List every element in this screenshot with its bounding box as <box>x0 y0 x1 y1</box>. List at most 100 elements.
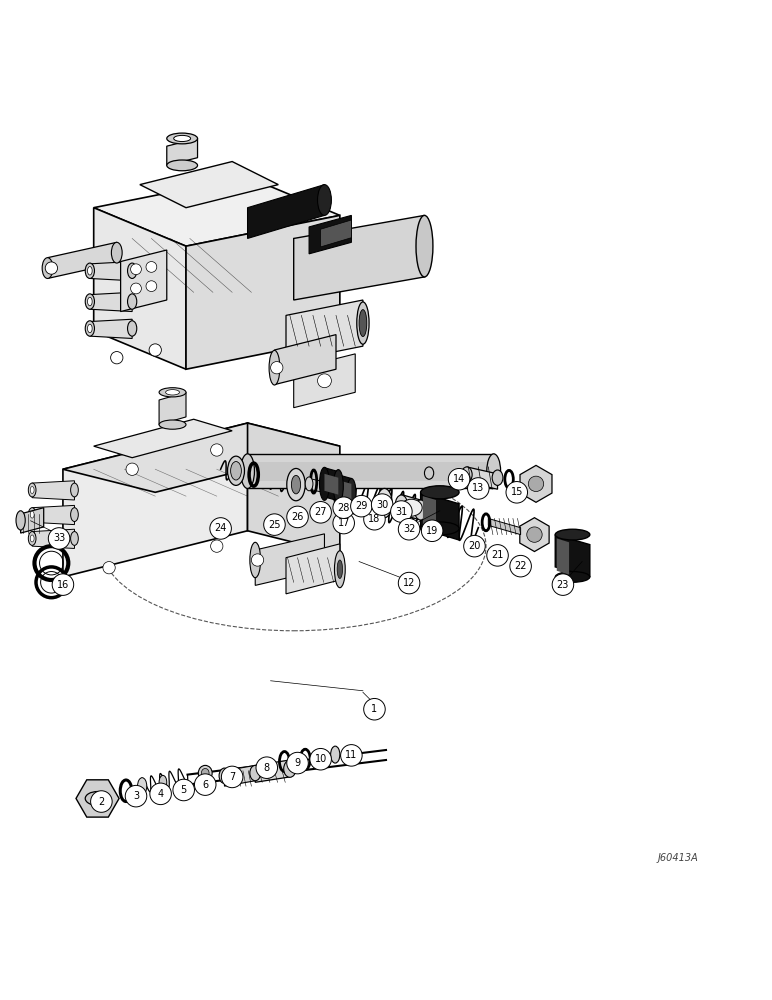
Polygon shape <box>225 765 256 786</box>
Polygon shape <box>256 760 290 782</box>
Ellipse shape <box>159 388 186 397</box>
Ellipse shape <box>159 420 186 429</box>
Circle shape <box>125 785 147 807</box>
Circle shape <box>506 482 527 503</box>
Ellipse shape <box>381 496 388 510</box>
Circle shape <box>271 362 283 374</box>
Polygon shape <box>555 535 590 577</box>
Circle shape <box>211 444 223 456</box>
Polygon shape <box>120 250 167 312</box>
Circle shape <box>146 281 157 292</box>
Ellipse shape <box>85 294 94 309</box>
Ellipse shape <box>159 775 167 789</box>
Ellipse shape <box>250 765 261 781</box>
Ellipse shape <box>87 297 92 306</box>
Ellipse shape <box>555 572 590 582</box>
Circle shape <box>468 478 489 499</box>
Text: 19: 19 <box>426 526 438 536</box>
Circle shape <box>350 495 372 517</box>
Polygon shape <box>324 468 338 501</box>
Circle shape <box>222 766 243 788</box>
Text: 18: 18 <box>368 514 381 524</box>
Text: 28: 28 <box>337 503 350 513</box>
Ellipse shape <box>421 486 459 499</box>
Circle shape <box>146 262 157 272</box>
Polygon shape <box>309 478 323 492</box>
Text: 17: 17 <box>337 518 350 528</box>
Polygon shape <box>90 262 132 281</box>
Ellipse shape <box>127 294 137 309</box>
Polygon shape <box>337 475 351 508</box>
Circle shape <box>371 494 393 515</box>
Ellipse shape <box>85 792 110 805</box>
Circle shape <box>110 352 123 364</box>
Polygon shape <box>90 319 132 338</box>
Circle shape <box>333 512 354 534</box>
Text: J60413A: J60413A <box>658 853 699 863</box>
Ellipse shape <box>320 467 330 500</box>
Text: 6: 6 <box>202 780 208 790</box>
Polygon shape <box>159 392 186 425</box>
Polygon shape <box>48 242 117 278</box>
Text: 13: 13 <box>472 483 485 493</box>
Polygon shape <box>248 462 493 481</box>
Ellipse shape <box>198 765 212 781</box>
Circle shape <box>487 545 508 566</box>
Text: 3: 3 <box>133 791 139 801</box>
Ellipse shape <box>70 532 78 545</box>
Text: 22: 22 <box>514 561 527 571</box>
Circle shape <box>130 283 141 294</box>
Ellipse shape <box>241 454 255 488</box>
Text: 24: 24 <box>215 523 227 533</box>
Text: 26: 26 <box>291 512 303 522</box>
Circle shape <box>310 748 331 770</box>
Polygon shape <box>286 300 363 362</box>
Circle shape <box>391 501 412 522</box>
Circle shape <box>211 540 223 552</box>
Circle shape <box>286 506 308 528</box>
Circle shape <box>173 779 195 801</box>
Text: 7: 7 <box>229 772 235 782</box>
Circle shape <box>422 520 443 542</box>
Text: 30: 30 <box>376 500 388 510</box>
Polygon shape <box>21 508 44 533</box>
Circle shape <box>252 554 264 566</box>
Circle shape <box>46 262 58 274</box>
Polygon shape <box>337 480 351 502</box>
Circle shape <box>449 468 470 490</box>
Polygon shape <box>520 518 549 552</box>
Ellipse shape <box>30 511 34 518</box>
Ellipse shape <box>322 480 330 495</box>
Circle shape <box>398 572 420 594</box>
Polygon shape <box>309 215 351 254</box>
Ellipse shape <box>334 470 344 503</box>
Ellipse shape <box>127 321 137 336</box>
Text: 11: 11 <box>345 750 357 760</box>
Circle shape <box>286 752 308 774</box>
Ellipse shape <box>174 135 191 142</box>
Circle shape <box>333 497 354 518</box>
Polygon shape <box>401 495 421 520</box>
Circle shape <box>317 374 331 388</box>
Circle shape <box>552 574 574 595</box>
Ellipse shape <box>250 542 261 578</box>
Circle shape <box>256 757 278 778</box>
Ellipse shape <box>167 160 198 171</box>
Polygon shape <box>32 529 74 548</box>
Text: 10: 10 <box>314 754 327 764</box>
Text: 2: 2 <box>98 797 104 807</box>
Circle shape <box>126 463 138 475</box>
Ellipse shape <box>70 483 78 497</box>
Polygon shape <box>248 454 493 488</box>
Circle shape <box>364 698 385 720</box>
Polygon shape <box>293 215 425 300</box>
Text: 15: 15 <box>510 487 523 497</box>
Ellipse shape <box>70 508 78 522</box>
Polygon shape <box>32 505 74 525</box>
Circle shape <box>150 783 171 805</box>
Ellipse shape <box>42 258 53 278</box>
Ellipse shape <box>334 551 345 588</box>
Polygon shape <box>520 465 552 502</box>
Text: 14: 14 <box>453 474 466 484</box>
Ellipse shape <box>219 768 230 783</box>
